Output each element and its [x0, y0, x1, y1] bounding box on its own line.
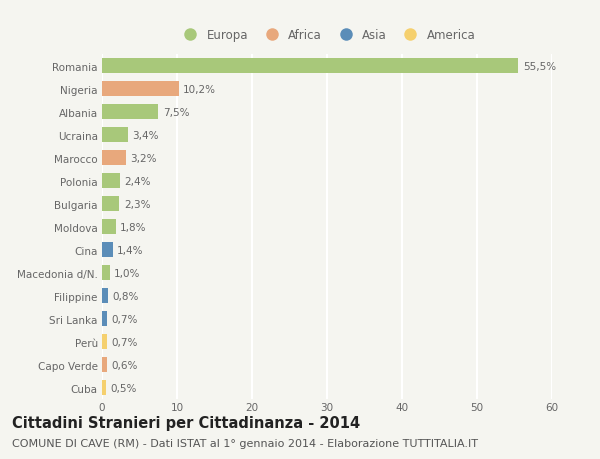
Text: 7,5%: 7,5%	[163, 107, 189, 118]
Text: 1,8%: 1,8%	[120, 222, 146, 232]
Text: 0,8%: 0,8%	[113, 291, 139, 301]
Text: Cittadini Stranieri per Cittadinanza - 2014: Cittadini Stranieri per Cittadinanza - 2…	[12, 415, 360, 431]
Bar	[102, 151, 126, 166]
Bar	[102, 381, 106, 395]
Text: 3,2%: 3,2%	[131, 153, 157, 163]
Text: 55,5%: 55,5%	[523, 62, 556, 72]
Text: 2,4%: 2,4%	[125, 176, 151, 186]
Text: 0,7%: 0,7%	[112, 314, 138, 324]
Text: 2,3%: 2,3%	[124, 199, 150, 209]
Bar	[102, 105, 158, 120]
Bar	[102, 197, 119, 212]
Text: 0,5%: 0,5%	[110, 383, 137, 393]
Bar	[102, 174, 120, 189]
Text: 3,4%: 3,4%	[132, 130, 158, 140]
Text: 1,4%: 1,4%	[117, 245, 143, 255]
Bar	[102, 220, 116, 235]
Bar	[102, 82, 179, 97]
Text: 0,7%: 0,7%	[112, 337, 138, 347]
Bar	[102, 335, 107, 349]
Bar	[102, 358, 107, 372]
Bar	[102, 312, 107, 326]
Bar	[102, 128, 128, 143]
Text: 10,2%: 10,2%	[183, 84, 216, 95]
Text: 0,6%: 0,6%	[111, 360, 137, 370]
Bar	[102, 243, 113, 257]
Bar	[102, 59, 518, 74]
Text: 1,0%: 1,0%	[114, 268, 140, 278]
Bar	[102, 289, 108, 303]
Text: COMUNE DI CAVE (RM) - Dati ISTAT al 1° gennaio 2014 - Elaborazione TUTTITALIA.IT: COMUNE DI CAVE (RM) - Dati ISTAT al 1° g…	[12, 438, 478, 448]
Legend: Europa, Africa, Asia, America: Europa, Africa, Asia, America	[175, 26, 479, 46]
Bar	[102, 266, 110, 280]
